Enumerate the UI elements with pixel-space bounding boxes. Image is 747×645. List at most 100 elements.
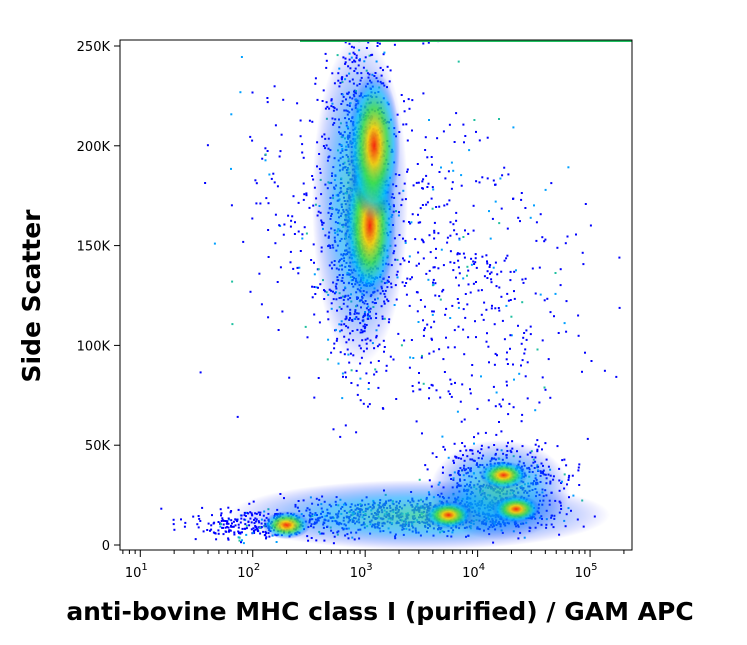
speckle xyxy=(464,293,467,295)
speckle xyxy=(406,277,409,280)
y-tick-label: 100K xyxy=(77,339,111,354)
speckle xyxy=(426,156,429,159)
speckle xyxy=(462,252,465,255)
speckle xyxy=(432,281,434,284)
speckle xyxy=(278,224,281,227)
speckle xyxy=(378,42,381,45)
speckle xyxy=(563,458,566,461)
speckle xyxy=(443,204,446,207)
speckle xyxy=(408,304,411,307)
speckle xyxy=(280,133,283,136)
speckle xyxy=(512,126,515,129)
speckle xyxy=(356,393,359,396)
speckle xyxy=(450,383,453,386)
speckle xyxy=(475,281,477,283)
speckle xyxy=(197,515,200,517)
speckle xyxy=(520,342,523,345)
speckle xyxy=(432,278,435,281)
speckle xyxy=(506,227,509,230)
density-layer xyxy=(230,40,610,550)
speckle xyxy=(453,229,456,232)
speckle xyxy=(260,303,263,306)
speckle xyxy=(425,174,428,177)
speckle xyxy=(425,203,428,206)
speckle xyxy=(470,257,473,260)
speckle xyxy=(275,541,278,543)
speckle xyxy=(505,358,508,361)
speckle xyxy=(547,358,550,361)
speckle xyxy=(376,45,379,47)
speckle xyxy=(230,510,233,512)
speckle xyxy=(222,519,225,522)
speckle xyxy=(449,250,452,253)
speckle xyxy=(416,291,419,294)
speckle xyxy=(422,319,424,322)
speckle xyxy=(470,374,473,377)
speckle xyxy=(452,269,455,272)
speckle xyxy=(441,290,444,293)
speckle xyxy=(325,66,328,69)
speckle xyxy=(488,210,490,213)
speckle xyxy=(411,99,414,102)
speckle xyxy=(519,220,521,223)
speckle xyxy=(431,186,434,189)
speckle xyxy=(467,232,470,235)
speckle xyxy=(259,202,262,205)
speckle xyxy=(344,41,347,44)
speckle xyxy=(498,286,501,289)
speckle xyxy=(377,386,380,389)
speckle xyxy=(385,364,388,367)
speckle xyxy=(462,277,465,280)
speckle xyxy=(458,272,461,275)
speckle xyxy=(407,98,410,101)
speckle xyxy=(224,530,227,533)
speckle xyxy=(462,308,465,311)
speckle xyxy=(441,435,444,438)
speckle xyxy=(418,262,420,265)
speckle xyxy=(478,181,481,184)
speckle xyxy=(251,91,254,94)
speckle xyxy=(264,147,267,150)
speckle xyxy=(526,361,529,364)
x-tick-label: 104 xyxy=(462,562,485,581)
speckle xyxy=(541,376,544,379)
speckle xyxy=(475,180,478,183)
speckle xyxy=(430,337,433,340)
speckle xyxy=(486,136,489,139)
speckle xyxy=(563,322,566,325)
speckle xyxy=(217,529,220,532)
speckle xyxy=(239,91,242,94)
speckle xyxy=(365,372,368,375)
speckle xyxy=(427,182,430,185)
speckle xyxy=(477,432,480,435)
speckle xyxy=(426,186,429,188)
tick-base: 10 xyxy=(462,566,479,581)
speckle xyxy=(313,313,316,316)
speckle xyxy=(577,334,580,337)
speckle xyxy=(409,278,412,281)
speckle xyxy=(314,293,317,295)
speckle xyxy=(217,521,220,523)
speckle xyxy=(393,43,396,46)
speckle xyxy=(342,375,344,378)
speckle xyxy=(506,292,509,295)
speckle xyxy=(437,232,440,235)
speckle xyxy=(228,529,231,532)
speckle xyxy=(264,159,267,162)
speckle xyxy=(311,296,314,299)
tick-exponent: 3 xyxy=(366,562,372,573)
speckle xyxy=(422,92,425,95)
x-tick-label: 101 xyxy=(125,562,148,581)
speckle xyxy=(311,175,314,177)
speckle xyxy=(524,207,527,209)
speckle xyxy=(463,418,466,421)
speckle xyxy=(480,289,483,292)
speckle xyxy=(428,387,431,390)
speckle xyxy=(302,198,305,201)
speckle xyxy=(544,188,547,191)
speckle xyxy=(473,263,476,265)
speckle xyxy=(456,252,459,255)
speckle xyxy=(433,266,436,269)
speckle xyxy=(568,474,571,477)
speckle xyxy=(457,259,460,262)
